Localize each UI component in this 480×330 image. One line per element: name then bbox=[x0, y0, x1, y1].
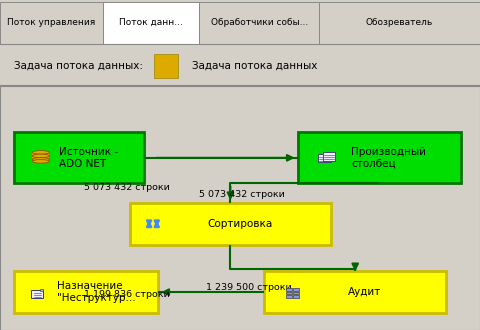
Bar bbox=[293, 292, 299, 294]
Bar bbox=[286, 288, 292, 291]
Bar bbox=[103, 2, 199, 44]
Bar bbox=[199, 2, 319, 44]
Bar bbox=[318, 153, 331, 162]
Text: Обработчики собы...: Обработчики собы... bbox=[211, 18, 308, 27]
Text: Аудит: Аудит bbox=[348, 287, 382, 297]
Text: 5 073 432 строки: 5 073 432 строки bbox=[84, 182, 170, 192]
Bar bbox=[32, 153, 49, 162]
Ellipse shape bbox=[32, 160, 49, 163]
FancyBboxPatch shape bbox=[40, 289, 43, 291]
Text: Задача потока данных:: Задача потока данных: bbox=[14, 61, 144, 71]
Text: Обозреватель: Обозреватель bbox=[366, 18, 433, 27]
Text: Производный
столбец: Производный столбец bbox=[351, 147, 426, 169]
Bar bbox=[286, 295, 292, 298]
Text: Сортировка: Сортировка bbox=[207, 219, 273, 229]
Ellipse shape bbox=[32, 150, 49, 154]
FancyBboxPatch shape bbox=[14, 132, 144, 183]
Text: Поток данн...: Поток данн... bbox=[119, 18, 183, 27]
Text: 1 199 836 строки: 1 199 836 строки bbox=[84, 290, 170, 299]
Bar bbox=[154, 54, 178, 78]
Bar bbox=[293, 295, 299, 298]
FancyBboxPatch shape bbox=[298, 132, 461, 183]
Bar bbox=[286, 292, 292, 294]
Bar bbox=[323, 152, 335, 161]
Text: 5 073 432 строки: 5 073 432 строки bbox=[199, 190, 285, 199]
Ellipse shape bbox=[32, 158, 49, 161]
FancyBboxPatch shape bbox=[264, 271, 446, 313]
Ellipse shape bbox=[32, 154, 49, 158]
FancyBboxPatch shape bbox=[14, 271, 158, 313]
Bar bbox=[32, 290, 43, 298]
Bar bbox=[319, 2, 480, 44]
Text: 1 239 500 строки: 1 239 500 строки bbox=[206, 283, 292, 292]
Text: Источник -
ADO NET: Источник - ADO NET bbox=[59, 147, 119, 169]
FancyBboxPatch shape bbox=[130, 203, 331, 245]
Bar bbox=[293, 288, 299, 291]
Text: Назначение
"Неструктур...: Назначение "Неструктур... bbox=[57, 281, 135, 303]
Text: Поток управления: Поток управления bbox=[8, 18, 96, 27]
Text: Задача потока данных: Задача потока данных bbox=[192, 61, 317, 71]
Bar bbox=[0, 2, 103, 44]
